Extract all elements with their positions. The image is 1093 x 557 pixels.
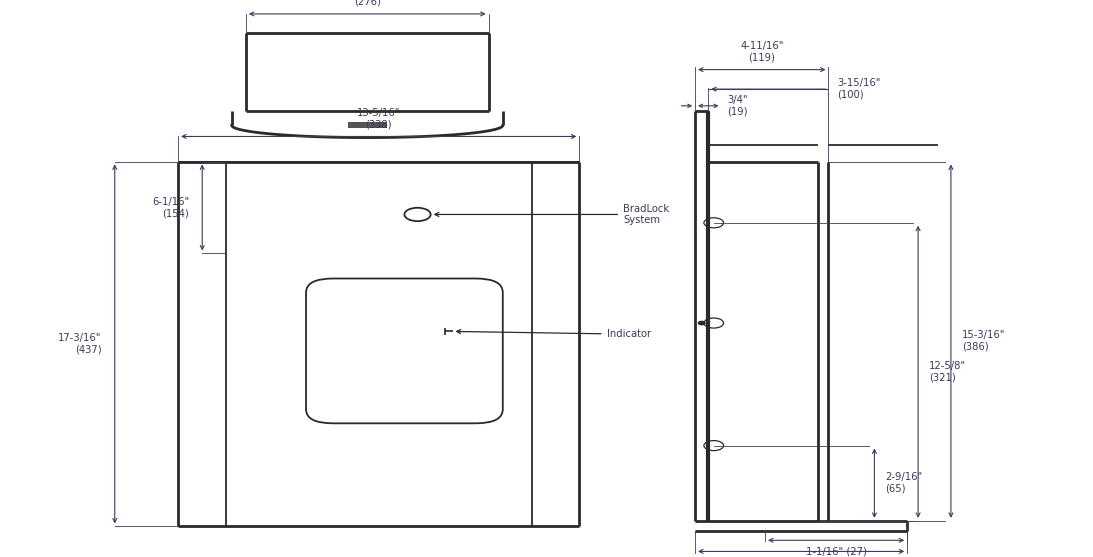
Text: 6-1/16"
(154): 6-1/16" (154) <box>152 197 189 218</box>
Text: 1-1/16" (27): 1-1/16" (27) <box>806 546 867 556</box>
Text: 10-7/8"
(276): 10-7/8" (276) <box>349 0 386 7</box>
Text: 12-5/8"
(321): 12-5/8" (321) <box>929 361 966 383</box>
Text: 3/4"
(19): 3/4" (19) <box>727 95 748 116</box>
Text: 13-5/16"
(338): 13-5/16" (338) <box>357 108 400 129</box>
Text: 15-3/16"
(386): 15-3/16" (386) <box>962 330 1006 352</box>
Circle shape <box>698 321 705 325</box>
Text: 2-9/16"
(65): 2-9/16" (65) <box>885 472 922 494</box>
Text: BradLock
System: BradLock System <box>435 204 669 225</box>
Text: 17-3/16"
(437): 17-3/16" (437) <box>58 333 102 355</box>
Bar <box>348 122 387 128</box>
Text: Indicator: Indicator <box>457 329 650 339</box>
Text: 4-11/16"
(119): 4-11/16" (119) <box>740 41 784 62</box>
Text: 3-15/16"
(100): 3-15/16" (100) <box>837 79 881 100</box>
FancyBboxPatch shape <box>306 278 503 423</box>
